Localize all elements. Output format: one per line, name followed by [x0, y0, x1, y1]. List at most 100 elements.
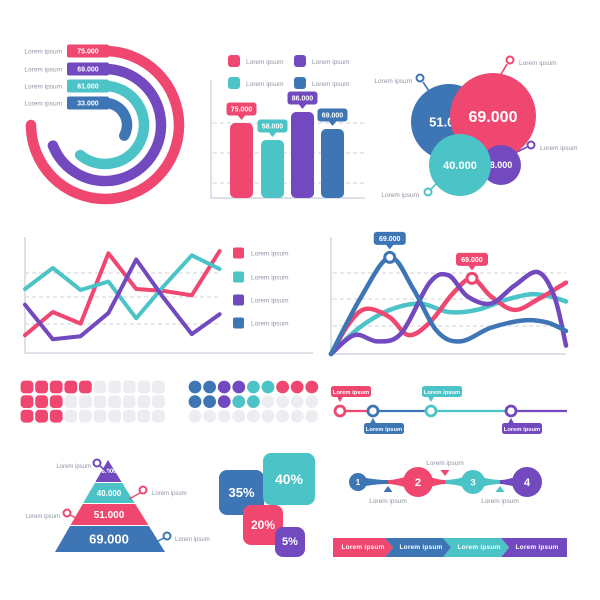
- badge-value: 61.000: [77, 84, 99, 91]
- legend-swatch: [233, 294, 244, 306]
- matrix-dot-filled: [20, 409, 34, 423]
- leader-dot: [92, 458, 102, 468]
- percent-square: 5%: [275, 527, 305, 557]
- flow-marker-label: Lorem ipsum: [481, 498, 519, 505]
- timeline-callout: Lorem ipsum: [502, 418, 542, 434]
- matrix-dot-empty: [122, 409, 136, 423]
- pyramid-level: [55, 526, 165, 552]
- badge-box: [67, 44, 109, 58]
- arrow-banner-strip: Lorem ipsum Lorem ipsum Lorem ipsum Lorem i…: [333, 538, 567, 557]
- matrix-dot-filled: [246, 380, 260, 394]
- percentage-squares: 35% 40% 20% 5%: [210, 450, 330, 575]
- pyramid-level: [83, 483, 135, 503]
- flow-step: [461, 470, 485, 494]
- flow-step-number: 3: [470, 477, 475, 488]
- callout-value: 58.000: [262, 124, 284, 131]
- legend-label: Lorem ipsum: [24, 66, 62, 73]
- callout-box: [226, 102, 257, 116]
- matrix-dot-filled: [49, 380, 63, 394]
- bar: [321, 129, 344, 198]
- matrix-dot-empty: [261, 395, 275, 408]
- legend-label: Lorem ipsum: [246, 59, 284, 66]
- curve-series: [328, 255, 569, 357]
- progress-arc: [99, 97, 133, 141]
- callout-box: [502, 423, 542, 434]
- leader-line: [99, 465, 109, 474]
- badge-value: 33.000: [77, 101, 99, 108]
- bar: [291, 112, 314, 198]
- matrix-dot-filled: [49, 395, 63, 408]
- matrix-dot-empty: [137, 380, 151, 394]
- pyramid-value: 8.000: [101, 469, 117, 475]
- matrix-dot-empty: [261, 409, 275, 423]
- matrix-dot-empty: [108, 409, 121, 423]
- radial-progress-chart: Lorem ipsum 75.000 Lorem ipsum 69.000 Lorem …: [15, 12, 200, 222]
- value-callout: 69.000: [456, 252, 488, 271]
- matrix-dot-filled: [35, 380, 49, 394]
- leader-dot: [526, 140, 536, 150]
- leader-line: [153, 537, 165, 544]
- matrix-dot-filled: [20, 380, 34, 394]
- matrix-dot-empty: [137, 409, 151, 423]
- bubble-value: 69.000: [469, 109, 518, 126]
- legend-label: Lorem ipsum: [312, 81, 350, 88]
- matrix-dot-filled: [276, 380, 289, 394]
- legend-swatch: [228, 77, 240, 89]
- leader-dot: [505, 55, 515, 65]
- matrix-dot-empty: [64, 395, 78, 408]
- bubble-label: Lorem ipsum: [519, 60, 557, 67]
- flow-marker-label: Lorem ipsum: [426, 460, 464, 467]
- callout-box: [257, 119, 288, 133]
- matrix-dot-empty: [246, 409, 260, 423]
- peak-marker: [383, 250, 397, 264]
- legend-label: Lorem ipsum: [24, 48, 62, 55]
- matrix-dot-empty: [203, 409, 216, 423]
- peak-marker: [465, 271, 479, 285]
- banner-label: Lorem ipsum: [457, 544, 501, 551]
- legend-label: Lorem ipsum: [251, 297, 289, 304]
- pyramid-level: [70, 504, 149, 525]
- line-series: [23, 249, 222, 338]
- flow-marker-label: Lorem ipsum: [369, 498, 407, 505]
- matrix-dot-filled: [290, 380, 304, 394]
- callout-label: Lorem ipsum: [424, 390, 460, 396]
- matrix-dot-empty: [276, 395, 289, 408]
- pyramid-label: Lorem ipsum: [56, 464, 91, 470]
- callout-box: [456, 252, 488, 266]
- callout-label: Lorem ipsum: [504, 427, 540, 433]
- chart-svg: 69.000 69.000: [328, 231, 569, 357]
- callout-value: 86.000: [292, 96, 314, 103]
- matrix-dot-empty: [108, 395, 121, 408]
- matrix-dot-empty: [305, 409, 319, 423]
- callout-tail: [428, 396, 434, 402]
- axis: [210, 80, 365, 199]
- matrix-dot-filled: [217, 380, 231, 394]
- bubble-label: Lorem ipsum: [374, 78, 412, 85]
- legend-swatch: [294, 77, 306, 89]
- chart-svg: Lorem ipsum 75.000 Lorem ipsum 69.000 Lorem …: [24, 44, 185, 205]
- curve-series: [328, 276, 569, 357]
- line-series: [23, 253, 222, 321]
- leader-dot: [62, 508, 72, 518]
- banner-label: Lorem ipsum: [399, 544, 443, 551]
- flow-marker-triangle: [440, 470, 450, 476]
- flow-step: [512, 467, 542, 497]
- value-callout: 75.000: [226, 102, 257, 120]
- timeline-node: [333, 404, 347, 418]
- percent-value: 5%: [282, 536, 298, 548]
- bubble-label: Lorem ipsum: [381, 192, 419, 199]
- curve-chart: 69.000 69.000: [320, 225, 590, 365]
- matrix-dot-empty: [93, 409, 107, 423]
- matrix-dot-empty: [151, 380, 165, 394]
- matrix-dot-filled: [188, 395, 202, 408]
- bar-chart: Lorem ipsum Lorem ipsum Lorem ipsum Lorem i…: [205, 35, 370, 205]
- legend-swatch: [233, 271, 244, 283]
- legend-label: Lorem ipsum: [251, 274, 289, 281]
- matrix-dot-empty: [108, 380, 121, 394]
- banner-label: Lorem ipsum: [341, 544, 385, 551]
- flow-step: [349, 473, 367, 491]
- pyramid-value: 69.000: [89, 532, 129, 547]
- banner-segment: Lorem ipsum: [443, 538, 509, 557]
- value-callout: 69.000: [373, 231, 406, 250]
- matrix-dot-filled: [305, 380, 319, 394]
